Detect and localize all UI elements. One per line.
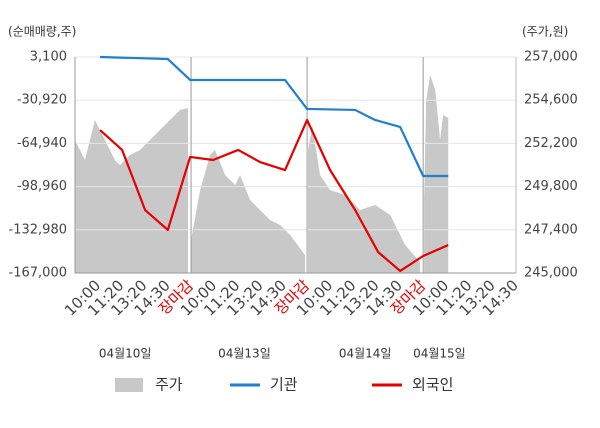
y-tick-label: -167,000 <box>9 266 67 281</box>
y2-tick-label: 245,000 <box>524 266 578 281</box>
y-tick-label: -30,920 <box>17 93 67 108</box>
y-tick-label: 3,100 <box>30 50 67 65</box>
legend-label: 외국인 <box>412 376 453 394</box>
y-axis-title: (순매매량,주) <box>8 25 76 39</box>
day-label: 04월15일 <box>413 347 466 361</box>
day-label: 04월13일 <box>218 347 271 361</box>
y-tick-label: -64,940 <box>17 136 67 151</box>
line-1 <box>100 55 449 178</box>
y-tick-label: -132,980 <box>9 222 67 237</box>
line-2 <box>99 118 449 273</box>
y2-tick-label: 252,200 <box>524 136 578 151</box>
y2-tick-label: 254,600 <box>524 93 578 108</box>
legend-swatch <box>115 378 143 392</box>
y2-axis-title: (주가,원) <box>522 25 568 39</box>
day-label: 04월14일 <box>339 347 392 361</box>
y-tick-label: -98,960 <box>17 179 67 194</box>
legend-label: 기관 <box>270 376 298 394</box>
y2-tick-label: 249,800 <box>524 179 578 194</box>
legend-label: 주가 <box>155 376 183 394</box>
y2-tick-label: 247,400 <box>524 222 578 237</box>
price-area <box>75 75 449 273</box>
y2-tick-label: 257,000 <box>524 50 578 65</box>
day-label: 04월10일 <box>99 347 152 361</box>
